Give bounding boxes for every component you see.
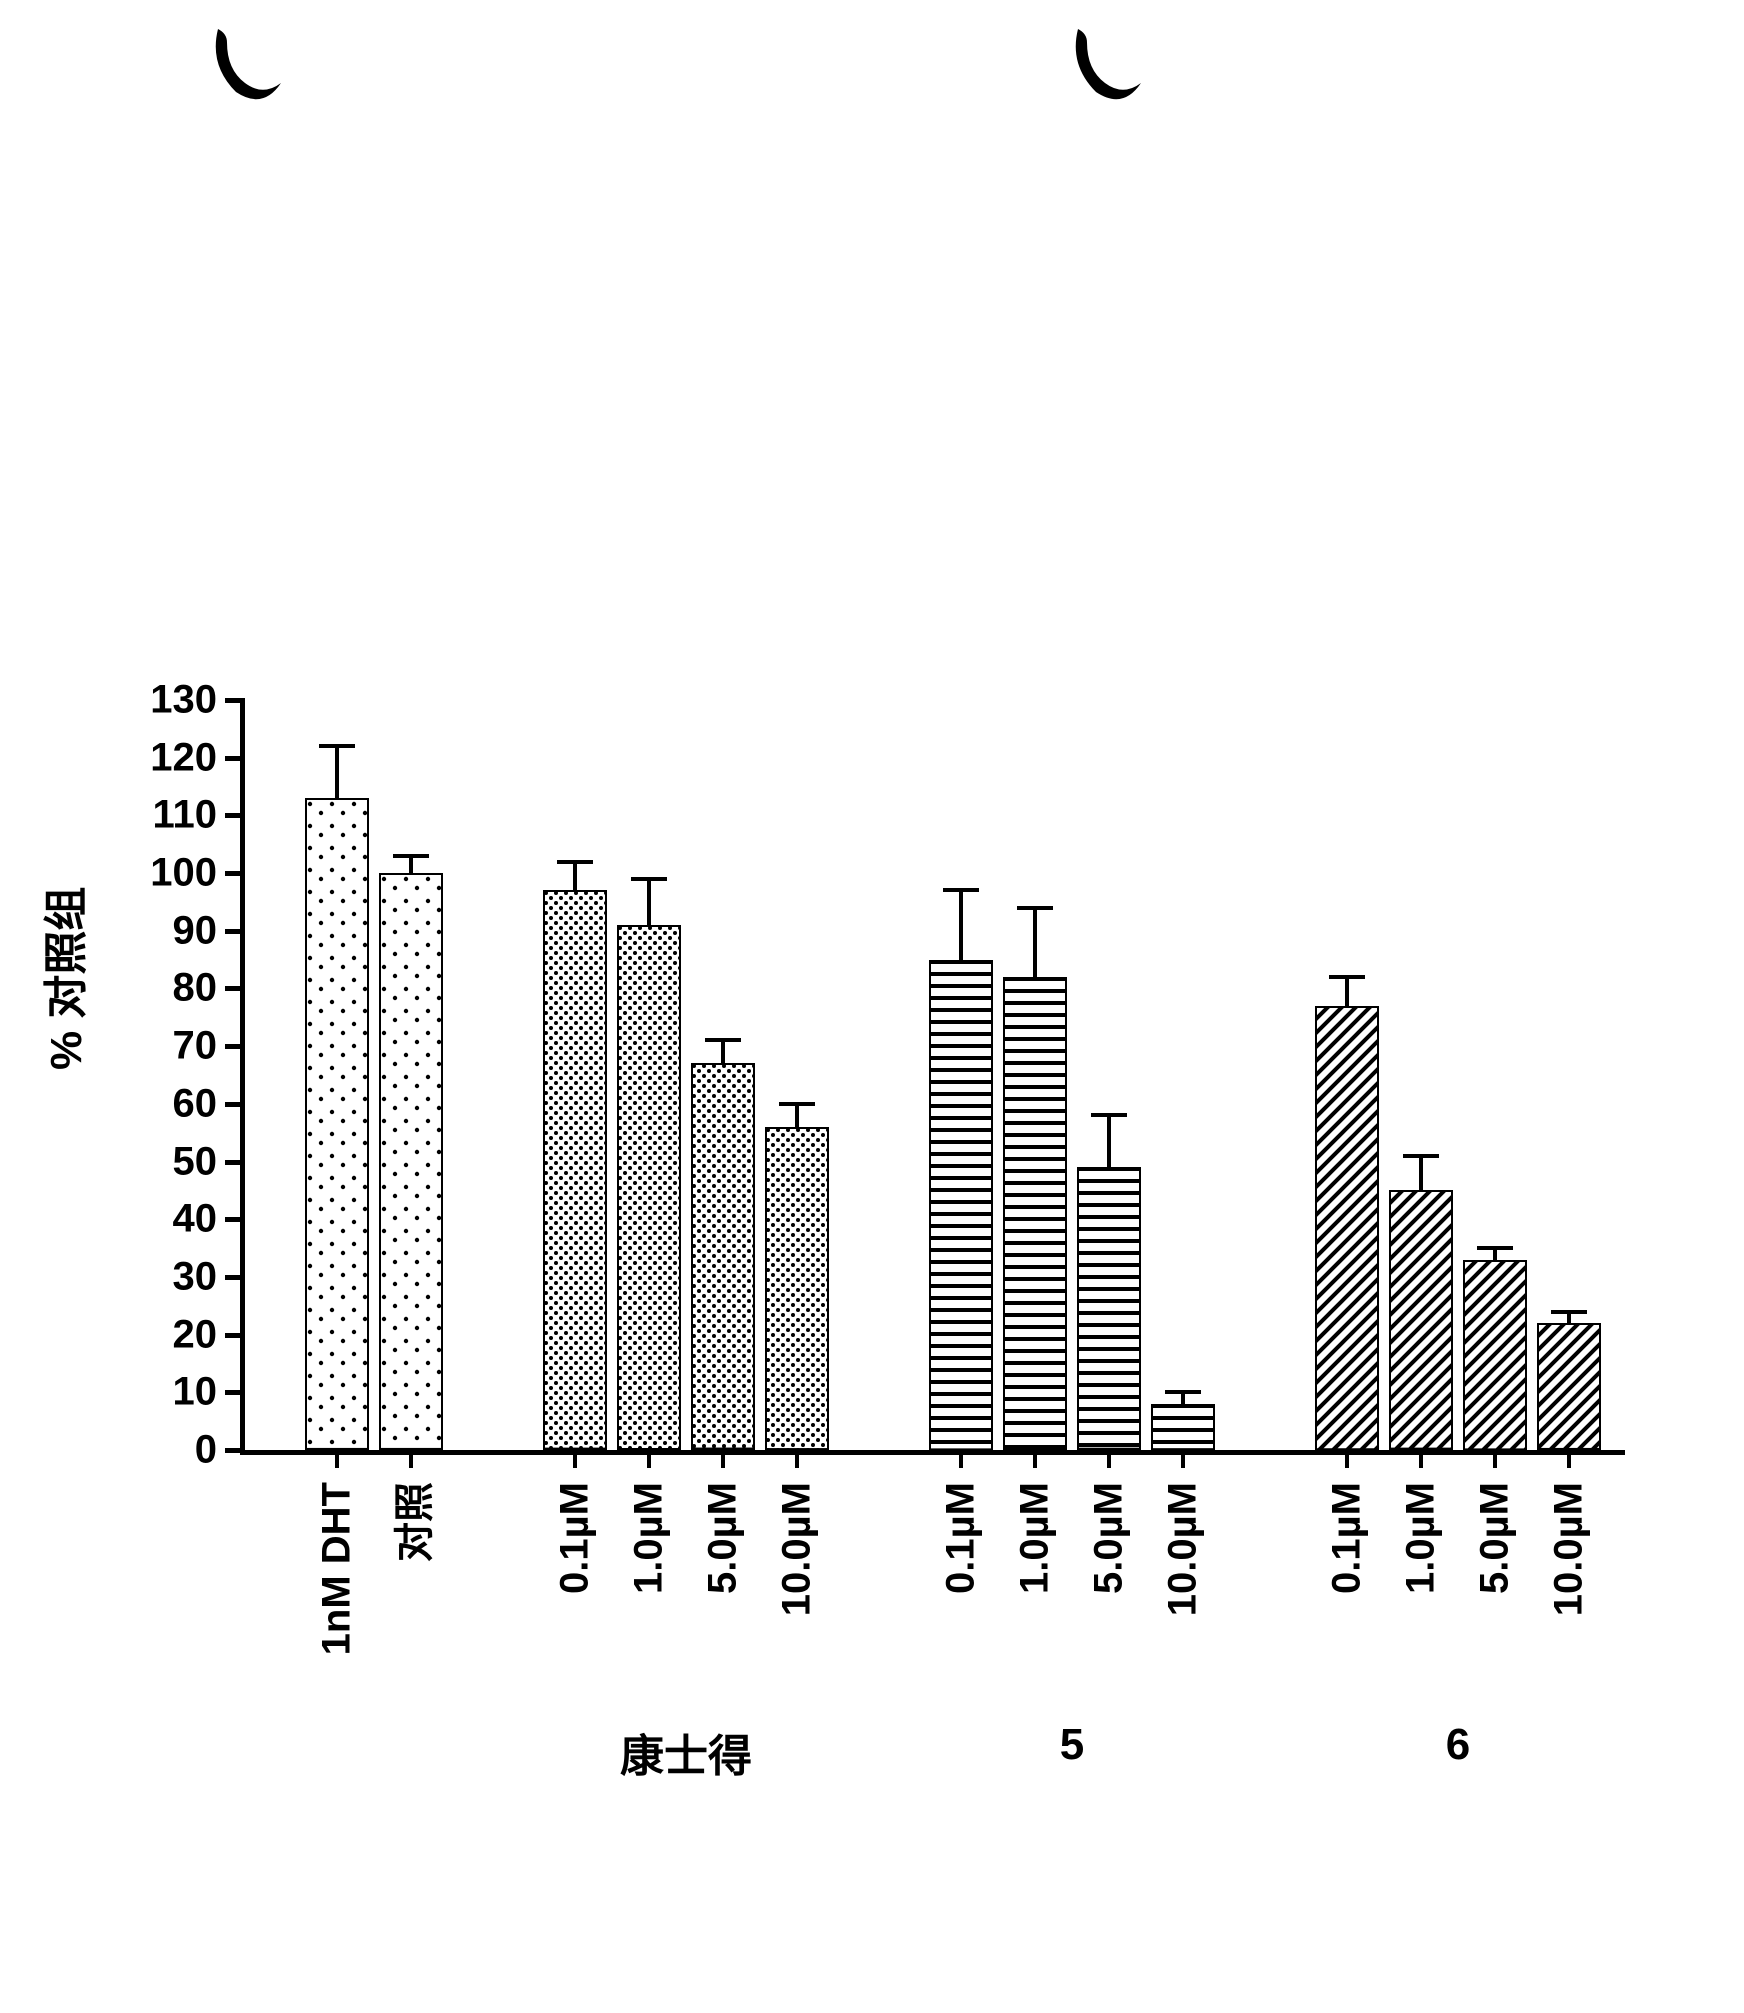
y-tick-label: 130 bbox=[150, 678, 217, 723]
y-tick-label: 120 bbox=[150, 735, 217, 780]
y-tick-label: 10 bbox=[173, 1370, 218, 1415]
y-tick-label: 80 bbox=[173, 966, 218, 1011]
y-tick-label: 90 bbox=[173, 908, 218, 953]
x-tick bbox=[647, 1450, 651, 1468]
y-tick bbox=[225, 1044, 245, 1049]
x-tick bbox=[721, 1450, 725, 1468]
bar bbox=[1077, 1167, 1141, 1450]
y-tick-label: 50 bbox=[173, 1139, 218, 1184]
bar bbox=[1151, 1404, 1215, 1450]
y-tick bbox=[225, 1390, 245, 1395]
bar bbox=[1315, 1006, 1379, 1450]
bar bbox=[543, 890, 607, 1450]
y-tick bbox=[225, 1160, 245, 1165]
x-tick-label: 0.1µM bbox=[553, 1482, 598, 1594]
y-tick-label: 100 bbox=[150, 851, 217, 896]
y-tick bbox=[225, 756, 245, 761]
y-tick bbox=[225, 1448, 245, 1453]
x-tick bbox=[1419, 1450, 1423, 1468]
y-tick-label: 40 bbox=[173, 1197, 218, 1242]
group-label: 6 bbox=[1378, 1720, 1538, 1770]
y-tick-label: 0 bbox=[195, 1428, 217, 1473]
x-tick bbox=[335, 1450, 339, 1468]
x-tick bbox=[959, 1450, 963, 1468]
bar bbox=[1389, 1190, 1453, 1450]
bar bbox=[617, 925, 681, 1450]
x-tick-label: 1nM DHT bbox=[315, 1482, 360, 1655]
x-tick-label: 10.0µM bbox=[1161, 1482, 1206, 1616]
y-tick-label: 60 bbox=[173, 1081, 218, 1126]
y-tick-label: 110 bbox=[152, 793, 217, 838]
mark-left bbox=[200, 20, 290, 110]
x-tick bbox=[1107, 1450, 1111, 1468]
x-tick-label: 1.0µM bbox=[1399, 1482, 1444, 1594]
y-tick bbox=[225, 698, 245, 703]
x-tick bbox=[1567, 1450, 1571, 1468]
x-tick bbox=[573, 1450, 577, 1468]
x-tick bbox=[1345, 1450, 1349, 1468]
x-tick bbox=[1181, 1450, 1185, 1468]
bar bbox=[305, 798, 369, 1450]
mark-right bbox=[1060, 20, 1150, 110]
y-tick bbox=[225, 1333, 245, 1338]
y-tick-label: 20 bbox=[173, 1312, 218, 1357]
x-tick-label: 1.0µM bbox=[1013, 1482, 1058, 1594]
y-tick bbox=[225, 1102, 245, 1107]
y-tick bbox=[225, 1217, 245, 1222]
chart: % 对照组 01020304050607080901001101201301nM… bbox=[120, 700, 1620, 1900]
bar bbox=[1537, 1323, 1601, 1450]
y-tick bbox=[225, 871, 245, 876]
y-tick bbox=[225, 929, 245, 934]
bar bbox=[1463, 1260, 1527, 1450]
bar bbox=[1003, 977, 1067, 1450]
x-tick-label: 10.0µM bbox=[1547, 1482, 1592, 1616]
x-tick-label: 0.1µM bbox=[939, 1482, 984, 1594]
plot-area: 01020304050607080901001101201301nM DHT对照… bbox=[240, 700, 1625, 1455]
x-tick-label: 5.0µM bbox=[1087, 1482, 1132, 1594]
group-label: 康士得 bbox=[606, 1720, 766, 1784]
y-tick-label: 70 bbox=[173, 1024, 218, 1069]
x-tick-label: 5.0µM bbox=[701, 1482, 746, 1594]
y-tick bbox=[225, 813, 245, 818]
x-tick-label: 5.0µM bbox=[1473, 1482, 1518, 1594]
y-tick bbox=[225, 1275, 245, 1280]
x-tick-label: 1.0µM bbox=[627, 1482, 672, 1594]
y-tick-label: 30 bbox=[173, 1254, 218, 1299]
x-tick bbox=[1033, 1450, 1037, 1468]
y-axis-label: % 对照组 bbox=[30, 887, 94, 1070]
x-tick bbox=[409, 1450, 413, 1468]
y-tick bbox=[225, 986, 245, 991]
bar bbox=[691, 1063, 755, 1450]
x-tick-label: 10.0µM bbox=[775, 1482, 820, 1616]
x-tick-label: 对照 bbox=[382, 1482, 440, 1562]
bar bbox=[929, 960, 993, 1450]
x-tick-label: 0.1µM bbox=[1325, 1482, 1370, 1594]
page: % 对照组 01020304050607080901001101201301nM… bbox=[0, 0, 1744, 2013]
bar bbox=[379, 873, 443, 1450]
bar bbox=[765, 1127, 829, 1450]
x-tick bbox=[795, 1450, 799, 1468]
group-label: 5 bbox=[992, 1720, 1152, 1770]
x-tick bbox=[1493, 1450, 1497, 1468]
